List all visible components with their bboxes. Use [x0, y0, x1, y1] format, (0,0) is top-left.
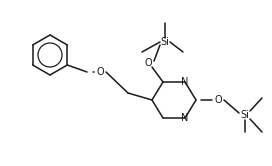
Text: O: O: [96, 67, 104, 77]
Text: N: N: [181, 113, 189, 123]
Text: O: O: [144, 58, 152, 68]
Text: N: N: [181, 77, 189, 87]
Text: O: O: [214, 95, 222, 105]
Text: Si: Si: [240, 110, 249, 120]
Text: Si: Si: [160, 37, 169, 47]
